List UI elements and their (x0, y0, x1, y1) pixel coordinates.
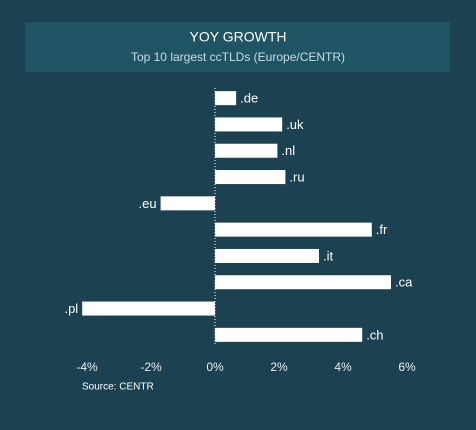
category-label: .ch (366, 327, 383, 342)
bar (215, 91, 237, 106)
category-label: .nl (281, 143, 295, 158)
title-box (25, 22, 450, 72)
x-tick-label: -4% (76, 360, 98, 374)
category-label: .eu (139, 196, 157, 211)
category-label: .fr (376, 222, 388, 237)
chart-subtitle: Top 10 largest ccTLDs (Europe/CENTR) (131, 50, 345, 64)
category-label: .de (240, 91, 258, 106)
bar (215, 248, 319, 263)
bar (215, 275, 391, 290)
category-label: .it (323, 248, 334, 263)
category-label: .uk (286, 117, 304, 132)
x-tick-label: 6% (398, 360, 416, 374)
bar (82, 301, 215, 316)
x-tick-label: 4% (334, 360, 352, 374)
bar (215, 222, 372, 237)
category-label: .ru (289, 169, 304, 184)
category-label: .pl (64, 301, 78, 316)
bar (160, 196, 215, 211)
chart-title: YOY GROWTH (190, 29, 287, 45)
x-tick-label: 0% (206, 360, 224, 374)
bar (215, 117, 283, 132)
bar (215, 143, 278, 158)
x-tick-label: -2% (140, 360, 162, 374)
bar (215, 170, 286, 185)
bar (215, 327, 363, 342)
source-note: Source: CENTR (82, 382, 154, 393)
x-tick-label: 2% (270, 360, 288, 374)
category-label: .ca (395, 275, 413, 290)
